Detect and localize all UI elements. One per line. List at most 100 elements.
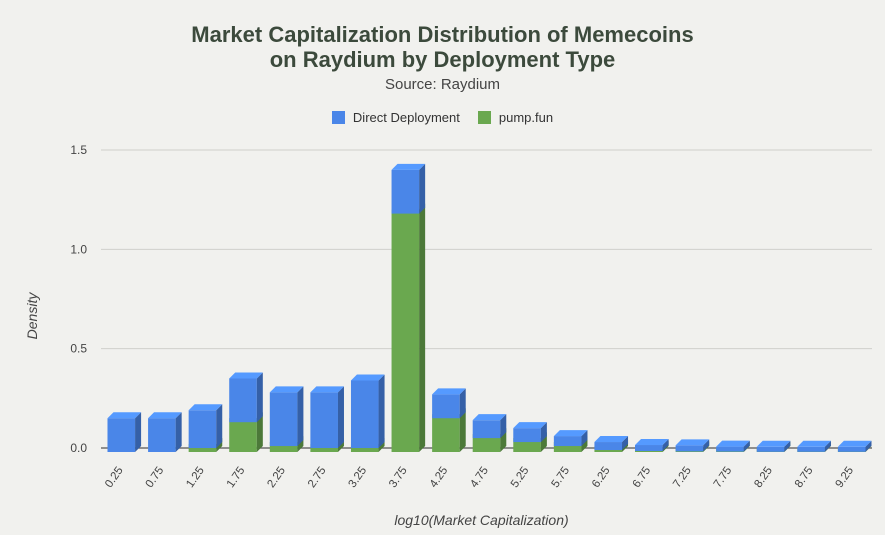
bar-direct-deployment-0-75-side [175,412,182,452]
bar-top-5-75 [553,430,588,437]
x-tick-label-4-25: 4.25 [428,465,451,490]
bar-direct-deployment-2-75 [310,392,338,449]
x-tick-label-7-75: 7.75 [712,465,735,490]
x-tick-label-1-25: 1.25 [184,465,207,490]
bar-direct-deployment-5-75 [553,436,582,447]
bar-direct-deployment-7-75 [716,446,744,452]
bar-direct-deployment-9-25-side [865,440,872,452]
y-tick-label-1-0: 1.0 [70,242,87,256]
bar-pump-fun-3-75-side [419,203,426,452]
x-tick-label-8-75: 8.75 [793,465,816,490]
x-tick-label-6-75: 6.75 [631,465,654,490]
bar-top-0-25 [107,412,142,419]
bar-direct-deployment-8-25-side [784,440,791,452]
bar-direct-deployment-1-75-side [256,372,263,423]
chart-title: Market Capitalization Distribution of Me… [0,22,885,72]
legend-item-pump-fun: pump.fun [477,110,554,125]
bar-top-4-75 [472,414,507,421]
bar-pump-fun-5-75 [553,442,582,452]
bar-direct-deployment-5-25 [513,428,541,443]
x-tick-label-5-75: 5.75 [549,465,572,490]
bar-direct-deployment-4-25-side [459,388,466,419]
bar-top-2-25 [269,386,304,393]
x-tick-label-2-75: 2.75 [306,465,329,490]
bar-direct-deployment-4-75-side [500,414,507,439]
bar-pump-fun-1-75 [229,418,257,452]
bar-pump-fun-3-75 [391,209,420,452]
bar-top-3-75 [391,163,426,170]
bar-direct-deployment-6-25-side [622,436,629,451]
bar-direct-deployment-2-75-side [337,386,344,449]
bar-direct-deployment-7-25-side [703,439,710,452]
bar-direct-deployment-7-75-side [743,440,750,452]
x-tick-label-7-25: 7.25 [671,465,694,490]
bar-direct-deployment-1-25 [188,410,217,449]
bar-top-9-25 [837,440,872,447]
x-tick-label-0-75: 0.75 [144,465,167,490]
bar-top-4-25 [432,388,466,395]
bar-direct-deployment-3-25-side [378,374,385,449]
bar-top-8-25 [756,440,791,447]
chart-title-line2: on Raydium by Deployment Type [269,47,616,72]
bar-direct-deployment-1-75 [229,378,257,423]
bar-direct-deployment-2-25-side [297,386,304,447]
bar-top-7-75 [716,440,750,447]
bar-direct-deployment-6-25 [594,442,623,451]
bar-top-2-75 [310,386,344,393]
bar-direct-deployment-3-75-side [419,163,426,214]
bar-top-1-75 [229,372,263,379]
x-tick-label-4-75: 4.75 [468,465,491,490]
bar-direct-deployment-5-25-side [540,422,547,443]
bar-top-3-25 [350,374,385,381]
x-axis-title: log10(Market Capitalization) [394,512,568,528]
bar-pump-fun-4-25-side [459,408,466,452]
y-tick-label-0-5: 0.5 [70,342,87,356]
bar-top-6-75 [635,439,669,446]
bar-direct-deployment-0-75 [148,418,176,452]
bar-pump-fun-4-75 [472,434,501,452]
bar-top-8-75 [797,440,831,447]
chart-legend: Direct Deployment pump.fun [0,110,885,125]
chart-subtitle: Source: Raydium [384,76,501,93]
bar-direct-deployment-2-25 [269,392,298,447]
bar-direct-deployment-4-75 [472,420,501,439]
y-tick-label-1-5: 1.5 [70,143,87,157]
bar-direct-deployment-7-25 [675,445,704,452]
bar-direct-deployment-3-25 [350,380,379,449]
bar-pump-fun-2-25 [269,442,298,452]
y-tick-label-0-0: 0.0 [70,441,87,455]
y-axis-title: Density [24,292,40,340]
bar-top-5-25 [513,422,547,429]
x-tick-label-3-75: 3.75 [387,465,410,490]
x-tick-label-9-25: 9.25 [833,465,856,490]
bar-top-7-25 [675,439,710,446]
x-tick-label-3-25: 3.25 [347,465,370,490]
bar-pump-fun-1-75-side [256,412,263,452]
bar-direct-deployment-1-25-side [216,404,223,449]
x-tick-label-6-25: 6.25 [590,465,613,490]
bar-top-1-25 [188,404,223,411]
legend-label-direct-deployment: Direct Deployment [352,110,460,125]
legend-swatch-pump-fun [477,111,491,124]
x-tick-label-0-25: 0.25 [103,465,126,490]
bar-pump-fun-4-25 [432,414,460,452]
bar-direct-deployment-8-75 [797,446,825,452]
bar-direct-deployment-4-25 [432,394,460,419]
x-tick-label-5-25: 5.25 [509,465,532,490]
bar-direct-deployment-8-25 [756,446,785,452]
bar-direct-deployment-6-75-side [662,439,669,452]
bar-direct-deployment-9-25 [837,446,866,452]
bar-direct-deployment-0-25-side [135,412,142,452]
bar-direct-deployment-6-75 [635,445,663,452]
bar-direct-deployment-0-25 [107,418,136,452]
chart-title-line1: Market Capitalization Distribution of Me… [191,22,694,47]
legend-item-direct-deployment: Direct Deployment [331,110,460,125]
bar-top-0-75 [148,412,182,419]
x-tick-label-1-75: 1.75 [225,465,248,490]
bar-direct-deployment-8-75-side [824,440,831,452]
x-tick-label-2-25: 2.25 [265,465,288,490]
legend-label-pump-fun: pump.fun [498,110,554,125]
x-tick-label-8-25: 8.25 [752,465,775,490]
bar-direct-deployment-5-75-side [581,430,588,447]
